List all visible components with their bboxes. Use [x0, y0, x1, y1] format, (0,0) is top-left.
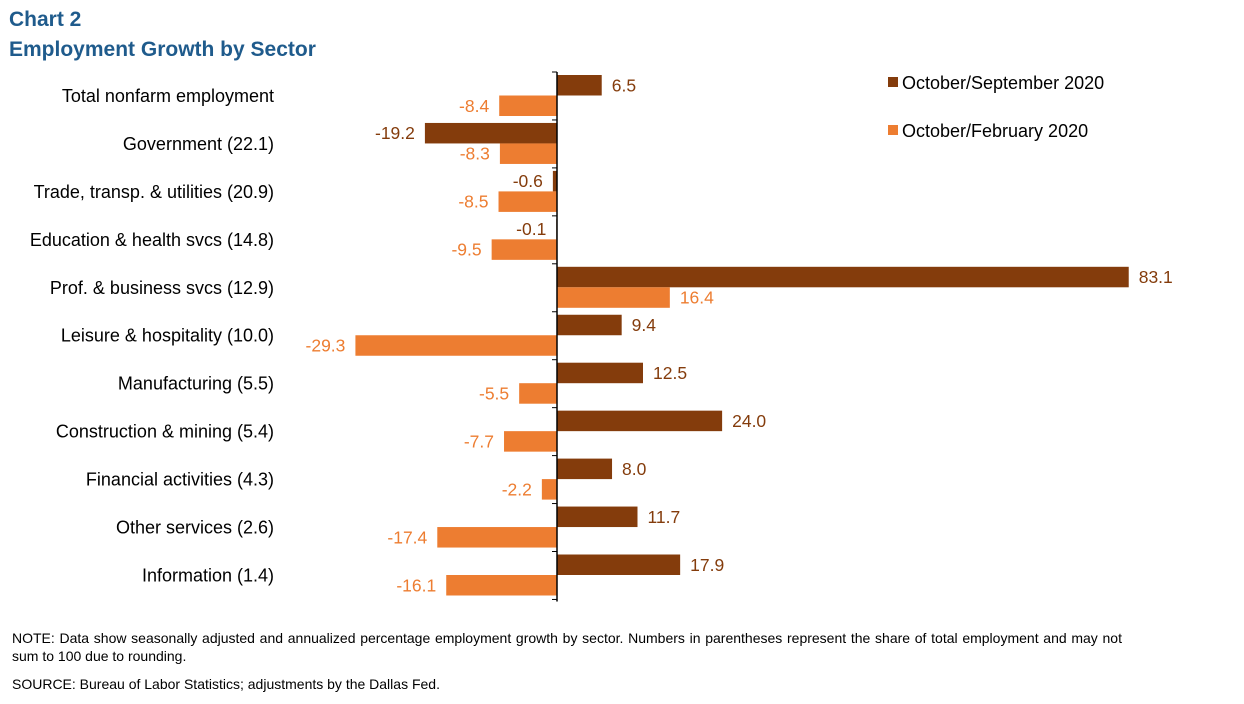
data-label: -7.7 — [464, 431, 494, 451]
bar-oct-sep — [557, 410, 723, 432]
category-label: Manufacturing (5.5) — [118, 374, 274, 394]
chart-subtitle: Employment Growth by Sector — [9, 38, 316, 61]
chart-source: SOURCE: Bureau of Labor Statistics; adju… — [12, 676, 440, 692]
bar-oct-sep — [557, 506, 638, 528]
data-label: -8.5 — [458, 192, 488, 212]
bar-oct-feb — [446, 575, 557, 596]
data-label: -29.3 — [306, 336, 346, 356]
data-label: 16.4 — [680, 288, 714, 308]
data-label: 24.0 — [732, 411, 766, 431]
legend-swatch-october-february — [888, 125, 898, 135]
data-label: -8.3 — [460, 144, 490, 164]
data-label: -0.6 — [513, 171, 543, 191]
data-label: -0.1 — [516, 219, 546, 239]
bar-oct-feb — [541, 479, 557, 500]
chart-title: Chart 2 — [9, 8, 82, 31]
bar-oct-sep — [424, 122, 557, 144]
bar-oct-sep — [552, 170, 557, 192]
bar-oct-sep — [557, 554, 681, 575]
data-label: -2.2 — [502, 479, 532, 499]
bar-oct-feb — [355, 335, 557, 356]
legend-label-october-september: October/September 2020 — [902, 73, 1104, 93]
category-label: Prof. & business svcs (12.9) — [50, 278, 274, 298]
axis-ticks — [552, 71, 557, 600]
bar-oct-feb — [491, 239, 557, 260]
data-label: -17.4 — [387, 527, 427, 547]
category-label: Other services (2.6) — [116, 518, 274, 538]
bar-oct-feb — [557, 287, 670, 308]
bar-chart: Total nonfarm employment Government (22.1… — [30, 71, 1173, 602]
bar-oct-feb — [499, 143, 557, 164]
data-label: 6.5 — [612, 75, 636, 95]
bar-oct-feb — [498, 191, 557, 212]
data-label: -19.2 — [375, 123, 415, 143]
data-label: -8.4 — [459, 96, 489, 116]
data-label: 8.0 — [622, 459, 647, 479]
category-label: Trade, transp. & utilities (20.9) — [34, 182, 274, 202]
data-label: 11.7 — [647, 507, 680, 527]
category-label: Financial activities (4.3) — [86, 470, 274, 490]
data-label: -9.5 — [451, 240, 481, 260]
category-label: Total nonfarm employment — [62, 86, 274, 106]
category-labels: Total nonfarm employment Government (22.1… — [30, 86, 274, 585]
category-label: Leisure & hospitality (10.0) — [61, 326, 274, 346]
category-label: Government (22.1) — [123, 134, 274, 154]
bar-oct-sep — [557, 75, 602, 96]
data-label: 17.9 — [690, 555, 724, 575]
bar-oct-feb — [499, 95, 557, 116]
data-label: 83.1 — [1139, 267, 1173, 287]
legend-swatch-october-september — [888, 77, 898, 87]
bar-oct-sep — [557, 266, 1129, 288]
chart-note: NOTE: Data show seasonally adjusted and … — [12, 630, 1122, 664]
bar-oct-feb — [504, 431, 557, 452]
data-label: 12.5 — [653, 363, 687, 383]
bar-oct-sep — [557, 362, 643, 384]
value-labels: 6.5 -8.4 -19.2 -8.3 -0.6 -8.5 -0.1 -9.5 83.1 16.4… — [306, 75, 1173, 595]
legend-label-october-february: October/February 2020 — [902, 121, 1088, 141]
bars — [355, 75, 1129, 596]
data-label: -5.5 — [479, 383, 509, 403]
bar-oct-sep — [557, 314, 622, 336]
bar-oct-sep — [557, 458, 613, 480]
data-label: -16.1 — [396, 575, 436, 595]
bar-oct-feb — [519, 383, 557, 404]
category-label: Information (1.4) — [142, 565, 274, 585]
legend: October/September 2020 October/February … — [888, 73, 1104, 141]
bar-oct-feb — [437, 527, 557, 548]
category-label: Education & health svcs (14.8) — [30, 230, 274, 250]
data-label: 9.4 — [632, 315, 657, 335]
category-label: Construction & mining (5.4) — [56, 422, 274, 442]
